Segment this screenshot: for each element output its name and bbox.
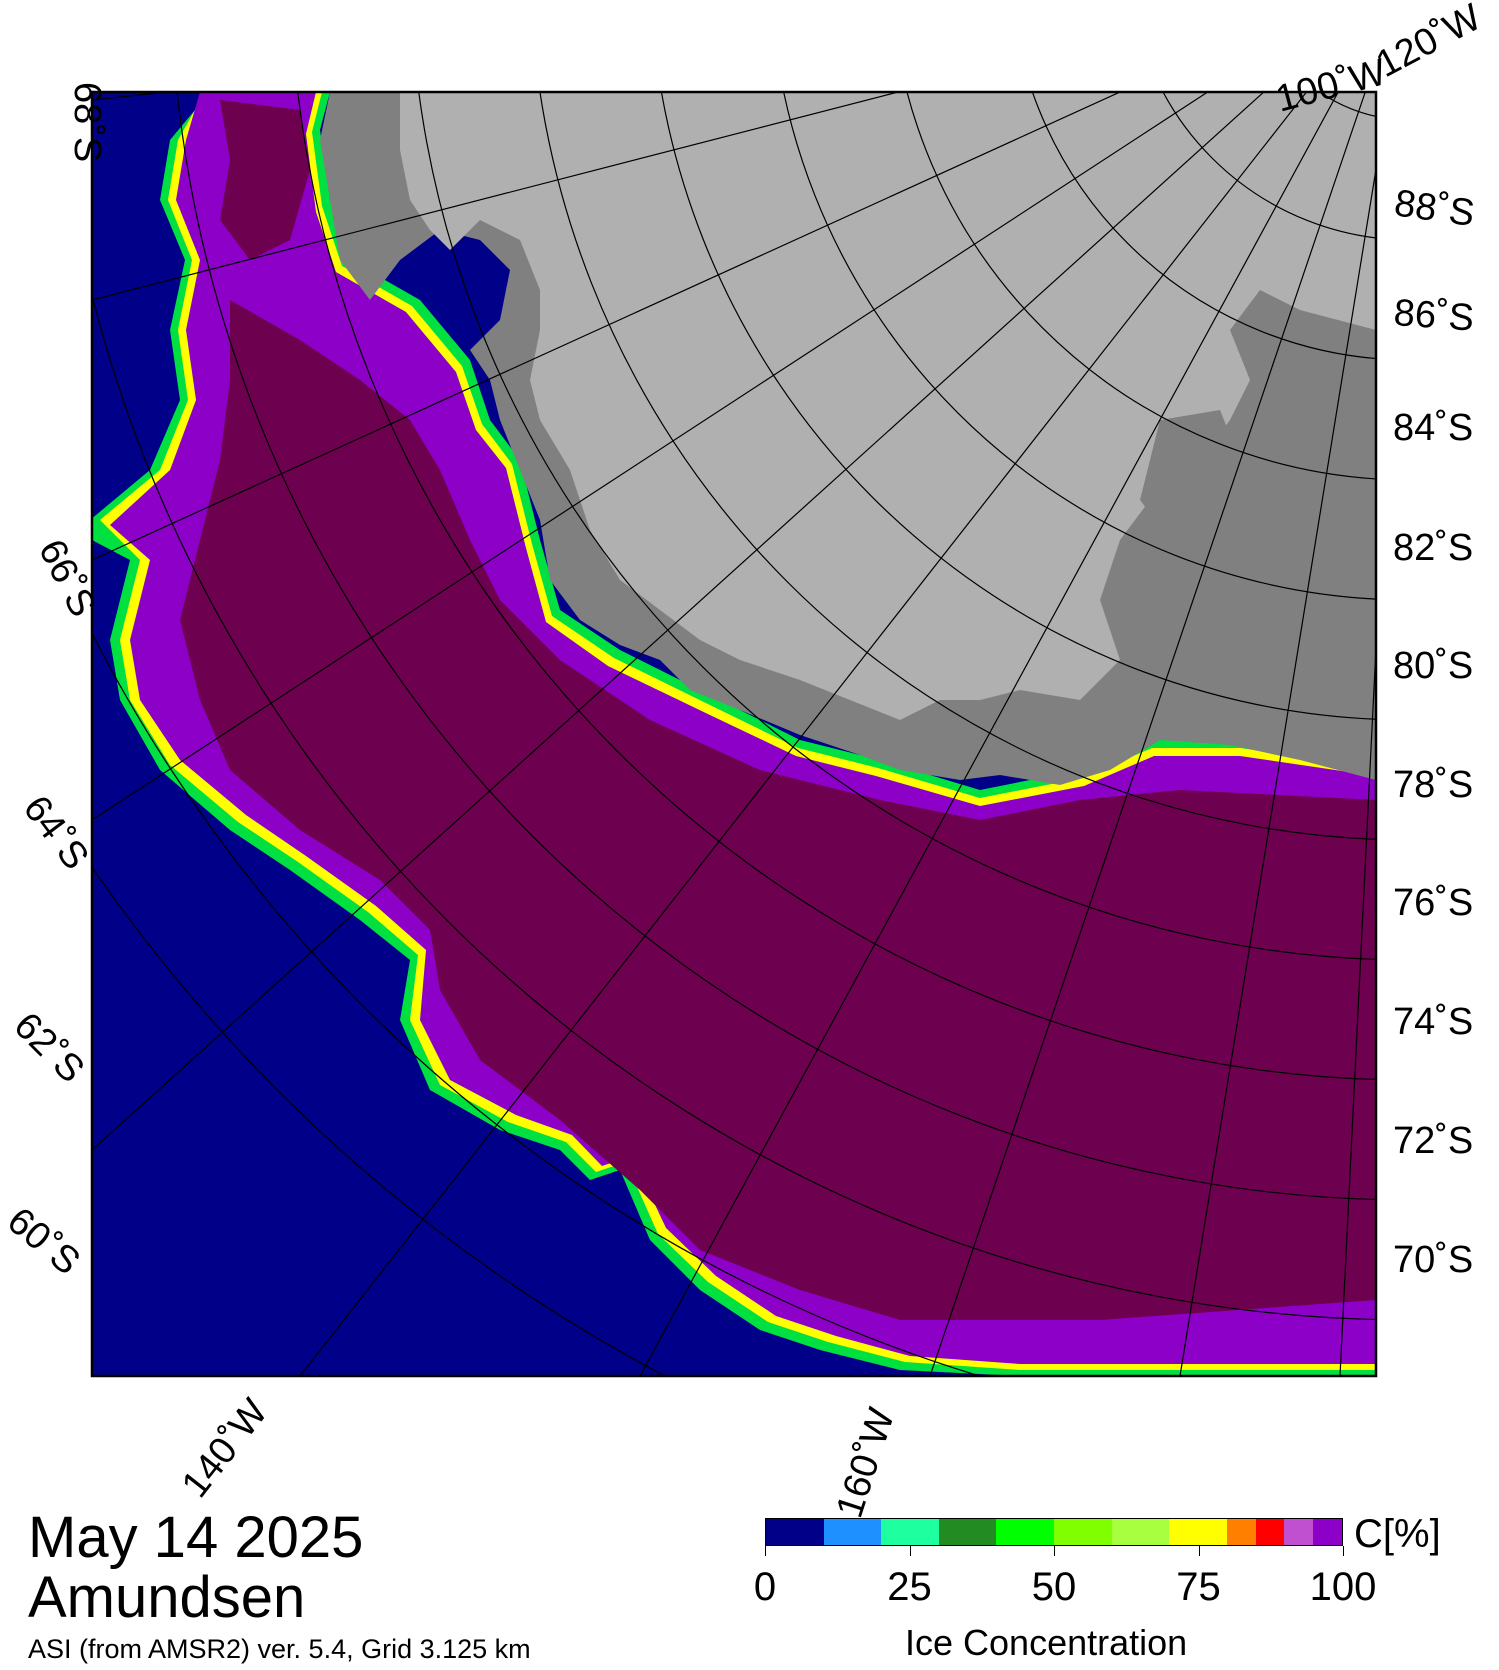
colorbar-tick bbox=[1198, 1546, 1200, 1556]
colorbar-segment bbox=[1025, 1519, 1054, 1545]
colorbar-segment bbox=[967, 1519, 997, 1545]
lat-label-70s: 70˚S bbox=[1393, 1239, 1473, 1281]
colorbar-tick-label: 50 bbox=[1031, 1565, 1077, 1609]
lat-label-78s: 78˚S bbox=[1393, 764, 1473, 806]
colorbar-segment bbox=[823, 1519, 853, 1545]
colorbar-segment bbox=[1226, 1519, 1256, 1545]
lat-labels-right: 88˚S 86˚S 84˚S 82˚S 80˚S 78˚S 76˚S 74˚S … bbox=[1392, 182, 1477, 1281]
colorbar-title: Ice Concentration bbox=[905, 1622, 1188, 1663]
lat-label-86s: 86˚S bbox=[1392, 292, 1475, 339]
colorbar-tick bbox=[909, 1546, 911, 1556]
lat-label-82s: 82˚S bbox=[1393, 527, 1473, 569]
ice-pack-full-north bbox=[220, 100, 310, 260]
lat-label-80s: 80˚S bbox=[1393, 645, 1473, 687]
colorbar-segment bbox=[1197, 1519, 1227, 1545]
colorbar-tick bbox=[1343, 1546, 1344, 1556]
lat-label-64s: 64˚S bbox=[15, 788, 97, 877]
lat-label-76s: 76˚S bbox=[1393, 882, 1473, 924]
colorbar-unit: C[%] bbox=[1354, 1512, 1441, 1556]
colorbar-segment bbox=[794, 1519, 824, 1545]
colorbar-tick bbox=[765, 1546, 766, 1556]
map-frame bbox=[90, 90, 1378, 1378]
lat-label-84s: 84˚S bbox=[1393, 407, 1473, 449]
lat-label-72s: 72˚S bbox=[1393, 1120, 1473, 1162]
colorbar-segment bbox=[938, 1519, 968, 1545]
colorbar-segment bbox=[1140, 1519, 1170, 1545]
ice-pack-full bbox=[180, 300, 1376, 1320]
land-ice bbox=[400, 92, 1376, 720]
colorbar bbox=[765, 1518, 1343, 1546]
colorbar-segment bbox=[1082, 1519, 1112, 1545]
colorbar-segment bbox=[996, 1519, 1026, 1545]
lat-label-60s: 60˚S bbox=[0, 1200, 88, 1284]
product-info: ASI (from AMSR2) ver. 5.4, Grid 3.125 km bbox=[28, 1634, 531, 1664]
colorbar-segment bbox=[1111, 1519, 1141, 1545]
colorbar-tick-label: 100 bbox=[1309, 1565, 1377, 1609]
colorbar-segment bbox=[1284, 1519, 1314, 1545]
graticule bbox=[92, 92, 1376, 1376]
region-name: Amundsen bbox=[28, 1565, 306, 1630]
lat-label-62s: 62˚S bbox=[6, 1005, 92, 1091]
lon-label-160w: 160˚W bbox=[829, 1403, 904, 1523]
colorbar-tick-label: 0 bbox=[753, 1565, 777, 1609]
colorbar-segment bbox=[909, 1519, 939, 1545]
colorbar-segment bbox=[1053, 1519, 1083, 1545]
colorbar-tick-label: 25 bbox=[887, 1565, 932, 1609]
lon-label-140w: 140˚W bbox=[174, 1391, 276, 1505]
colorbar-tick-label: 75 bbox=[1176, 1565, 1221, 1609]
colorbar-segment bbox=[1313, 1519, 1342, 1545]
colorbar-segment bbox=[1169, 1519, 1198, 1545]
colorbar-segment bbox=[766, 1519, 795, 1545]
colorbar-segment bbox=[852, 1519, 882, 1545]
colorbar-tick bbox=[1054, 1546, 1055, 1556]
map-date: May 14 2025 bbox=[28, 1505, 364, 1570]
colorbar-segment bbox=[881, 1519, 910, 1545]
lon-label-120w: 120˚W bbox=[1370, 0, 1489, 86]
lat-label-74s: 74˚S bbox=[1393, 1001, 1473, 1043]
lat-label-68s: 68˚S bbox=[66, 82, 108, 162]
lat-label-88s: 88˚S bbox=[1392, 182, 1477, 235]
colorbar-segment bbox=[1255, 1519, 1285, 1545]
